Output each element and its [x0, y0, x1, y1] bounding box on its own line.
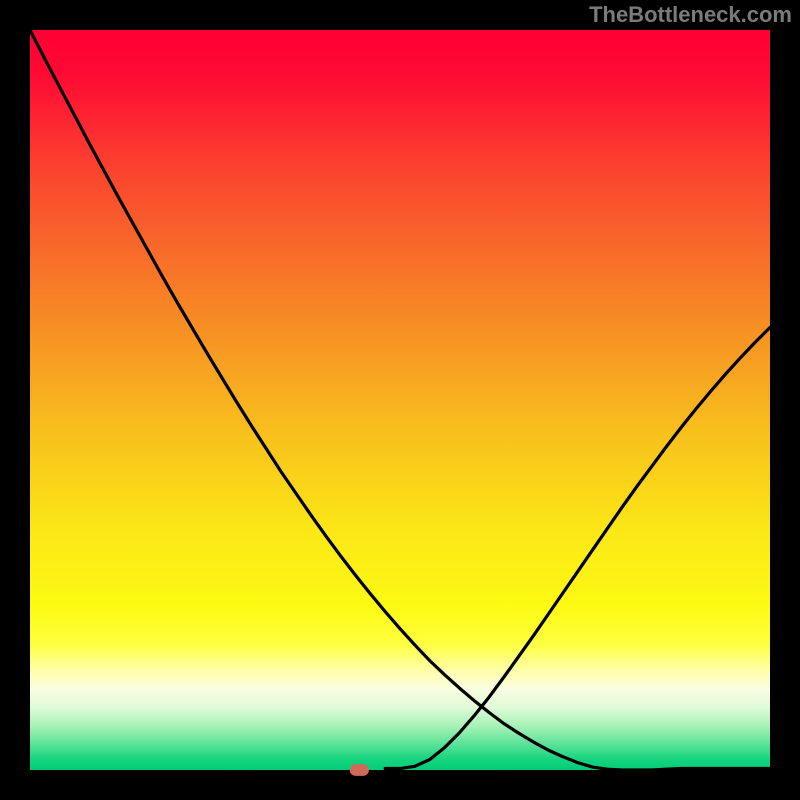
plot-background — [30, 30, 770, 770]
bottleneck-chart — [0, 0, 800, 800]
bottleneck-marker — [350, 764, 369, 776]
watermark-text: TheBottleneck.com — [589, 2, 792, 28]
chart-container: TheBottleneck.com — [0, 0, 800, 800]
